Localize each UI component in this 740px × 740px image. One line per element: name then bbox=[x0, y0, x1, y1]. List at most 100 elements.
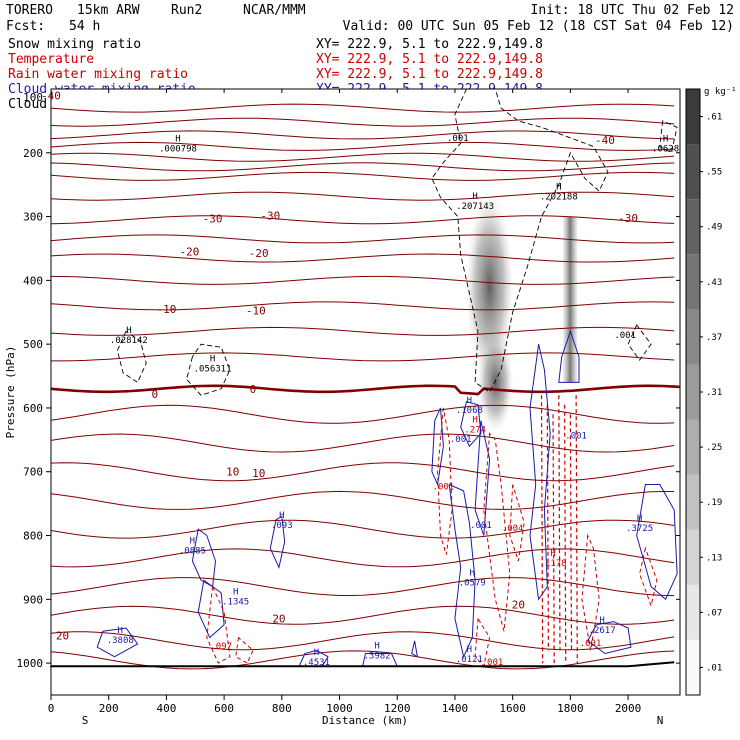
extremum-value: .001 bbox=[565, 432, 587, 442]
isotherm-label: 0 bbox=[152, 388, 159, 401]
cloud-water-contour bbox=[460, 400, 482, 448]
isotherm-label: -20 bbox=[249, 247, 269, 260]
isotherm bbox=[50, 152, 675, 162]
isotherm bbox=[50, 162, 675, 172]
extremum-marker: H bbox=[374, 642, 379, 652]
isotherm-label: -30 bbox=[618, 212, 638, 225]
isotherm bbox=[50, 141, 675, 151]
isotherm bbox=[50, 631, 675, 651]
axes: 0 200 400 600 800 1000 1200 1400 1600 1800 2000200… bbox=[17, 89, 680, 715]
colorbar-unit: g kg⁻¹ bbox=[704, 87, 737, 97]
cloud-ice-contour bbox=[627, 324, 652, 361]
isotherm-label: -10 bbox=[246, 304, 266, 317]
colorbar-bin bbox=[686, 639, 700, 695]
extremum-marker: H bbox=[314, 648, 319, 658]
cloud-water-contour bbox=[298, 649, 329, 667]
isotherm-label: 0 bbox=[250, 383, 257, 396]
isotherm bbox=[50, 234, 675, 244]
extremum-value: .0121 bbox=[456, 655, 483, 665]
cloud-water-contour bbox=[448, 483, 476, 659]
colorbar-label: .49 bbox=[706, 223, 722, 233]
extremum-value: .4531 bbox=[303, 658, 330, 668]
y-tick-label: 500 bbox=[23, 338, 43, 351]
extremum-value: .001 bbox=[580, 639, 602, 649]
rain-contour bbox=[581, 533, 600, 651]
cloud-water-contour bbox=[411, 640, 419, 658]
extremum-value: .001 bbox=[450, 435, 472, 445]
isotherm-label: -20 bbox=[180, 246, 200, 259]
snow-core-2 bbox=[563, 216, 578, 383]
extremum-value: .274 bbox=[464, 425, 486, 435]
extremum-value: .202188 bbox=[540, 192, 578, 202]
isotherm-label: 10 bbox=[252, 467, 265, 480]
field-xy: XY= 222.9, 5.1 to 222.9,149.8 bbox=[316, 37, 543, 52]
extremum-value: .004 bbox=[502, 524, 524, 534]
field-name: Temperature bbox=[8, 52, 94, 67]
resolution: 15km ARW bbox=[77, 3, 140, 18]
extremum-marker: H bbox=[550, 549, 555, 559]
extremum-marker: H bbox=[467, 396, 472, 406]
extremum-value: .001 bbox=[482, 658, 504, 668]
x-axis-right-end: N bbox=[657, 714, 664, 727]
x-tick-label: 1600 bbox=[499, 702, 526, 715]
y-tick-label: 200 bbox=[23, 147, 43, 160]
extremum-value: .028142 bbox=[110, 336, 148, 346]
isotherm-label: -30 bbox=[203, 212, 223, 225]
extremum-value: .001 bbox=[614, 331, 636, 341]
isotherm bbox=[50, 191, 675, 201]
y-axis-label: Pressure (hPa) bbox=[4, 346, 17, 439]
isotherm bbox=[50, 275, 675, 285]
y-top-label: 100 bbox=[23, 91, 43, 104]
colorbar-label: .07 bbox=[706, 608, 722, 618]
extremum-value: .3808 bbox=[107, 636, 134, 646]
extremum-value: .000798 bbox=[159, 145, 197, 155]
isotherm-label: -30 bbox=[260, 209, 280, 222]
extremum-marker: H bbox=[467, 645, 472, 655]
colorbar-bin bbox=[686, 309, 700, 365]
colorbar-bin bbox=[686, 254, 700, 310]
isotherm bbox=[50, 253, 675, 263]
isotherm bbox=[50, 490, 675, 510]
extremum-marker: H bbox=[663, 135, 668, 145]
x-tick-label: 2000 bbox=[615, 702, 642, 715]
extremum-value: .056311 bbox=[194, 365, 232, 375]
cloud-water-contour bbox=[269, 515, 286, 569]
x-tick-label: 800 bbox=[272, 702, 292, 715]
colorbar-bin bbox=[686, 144, 700, 200]
x-tick-label: 1200 bbox=[384, 702, 411, 715]
terrain-line bbox=[50, 661, 675, 668]
extremum-value: .207143 bbox=[456, 202, 494, 212]
isotherm-label: 20 bbox=[56, 630, 69, 643]
rain-contour bbox=[558, 395, 561, 651]
colorbar-bin bbox=[686, 364, 700, 420]
y-tick-label: 400 bbox=[23, 274, 43, 287]
colorbar-label: .01 bbox=[706, 663, 722, 673]
rain-contour bbox=[569, 414, 573, 651]
rain-contour bbox=[437, 407, 453, 555]
colorbar: .01 .07 .13 .19 .25 .31 .37 .43 .49 .55 .61 g kg⁻¹ bbox=[685, 87, 737, 696]
isotherm bbox=[50, 404, 675, 424]
rain-contour bbox=[540, 395, 544, 664]
colorbar-label: .31 bbox=[706, 388, 722, 398]
colorbar-label: .55 bbox=[706, 168, 722, 178]
extremum-marker: H bbox=[190, 536, 195, 546]
colorbar-bin bbox=[686, 419, 700, 475]
isotherm bbox=[51, 352, 675, 362]
extremum-marker: H bbox=[210, 355, 215, 365]
cloud-water-contour bbox=[636, 484, 678, 601]
temperature-contours bbox=[50, 103, 681, 670]
isotherm bbox=[50, 326, 675, 336]
fcst-value: 54 h bbox=[69, 19, 100, 34]
extremum-value: .093 bbox=[271, 521, 293, 531]
x-tick-label: 400 bbox=[156, 702, 176, 715]
extremum-marker: H bbox=[556, 182, 561, 192]
y-tick-label: 300 bbox=[23, 211, 43, 224]
extremum-value: .1345 bbox=[222, 598, 249, 608]
colorbar-bin bbox=[686, 584, 700, 640]
rain-contour bbox=[575, 395, 578, 664]
cloud-water-contour bbox=[431, 407, 444, 487]
extremum-marker: H bbox=[126, 326, 131, 336]
x-tick-label: 1800 bbox=[557, 702, 584, 715]
isotherm-label: 10 bbox=[226, 466, 239, 479]
